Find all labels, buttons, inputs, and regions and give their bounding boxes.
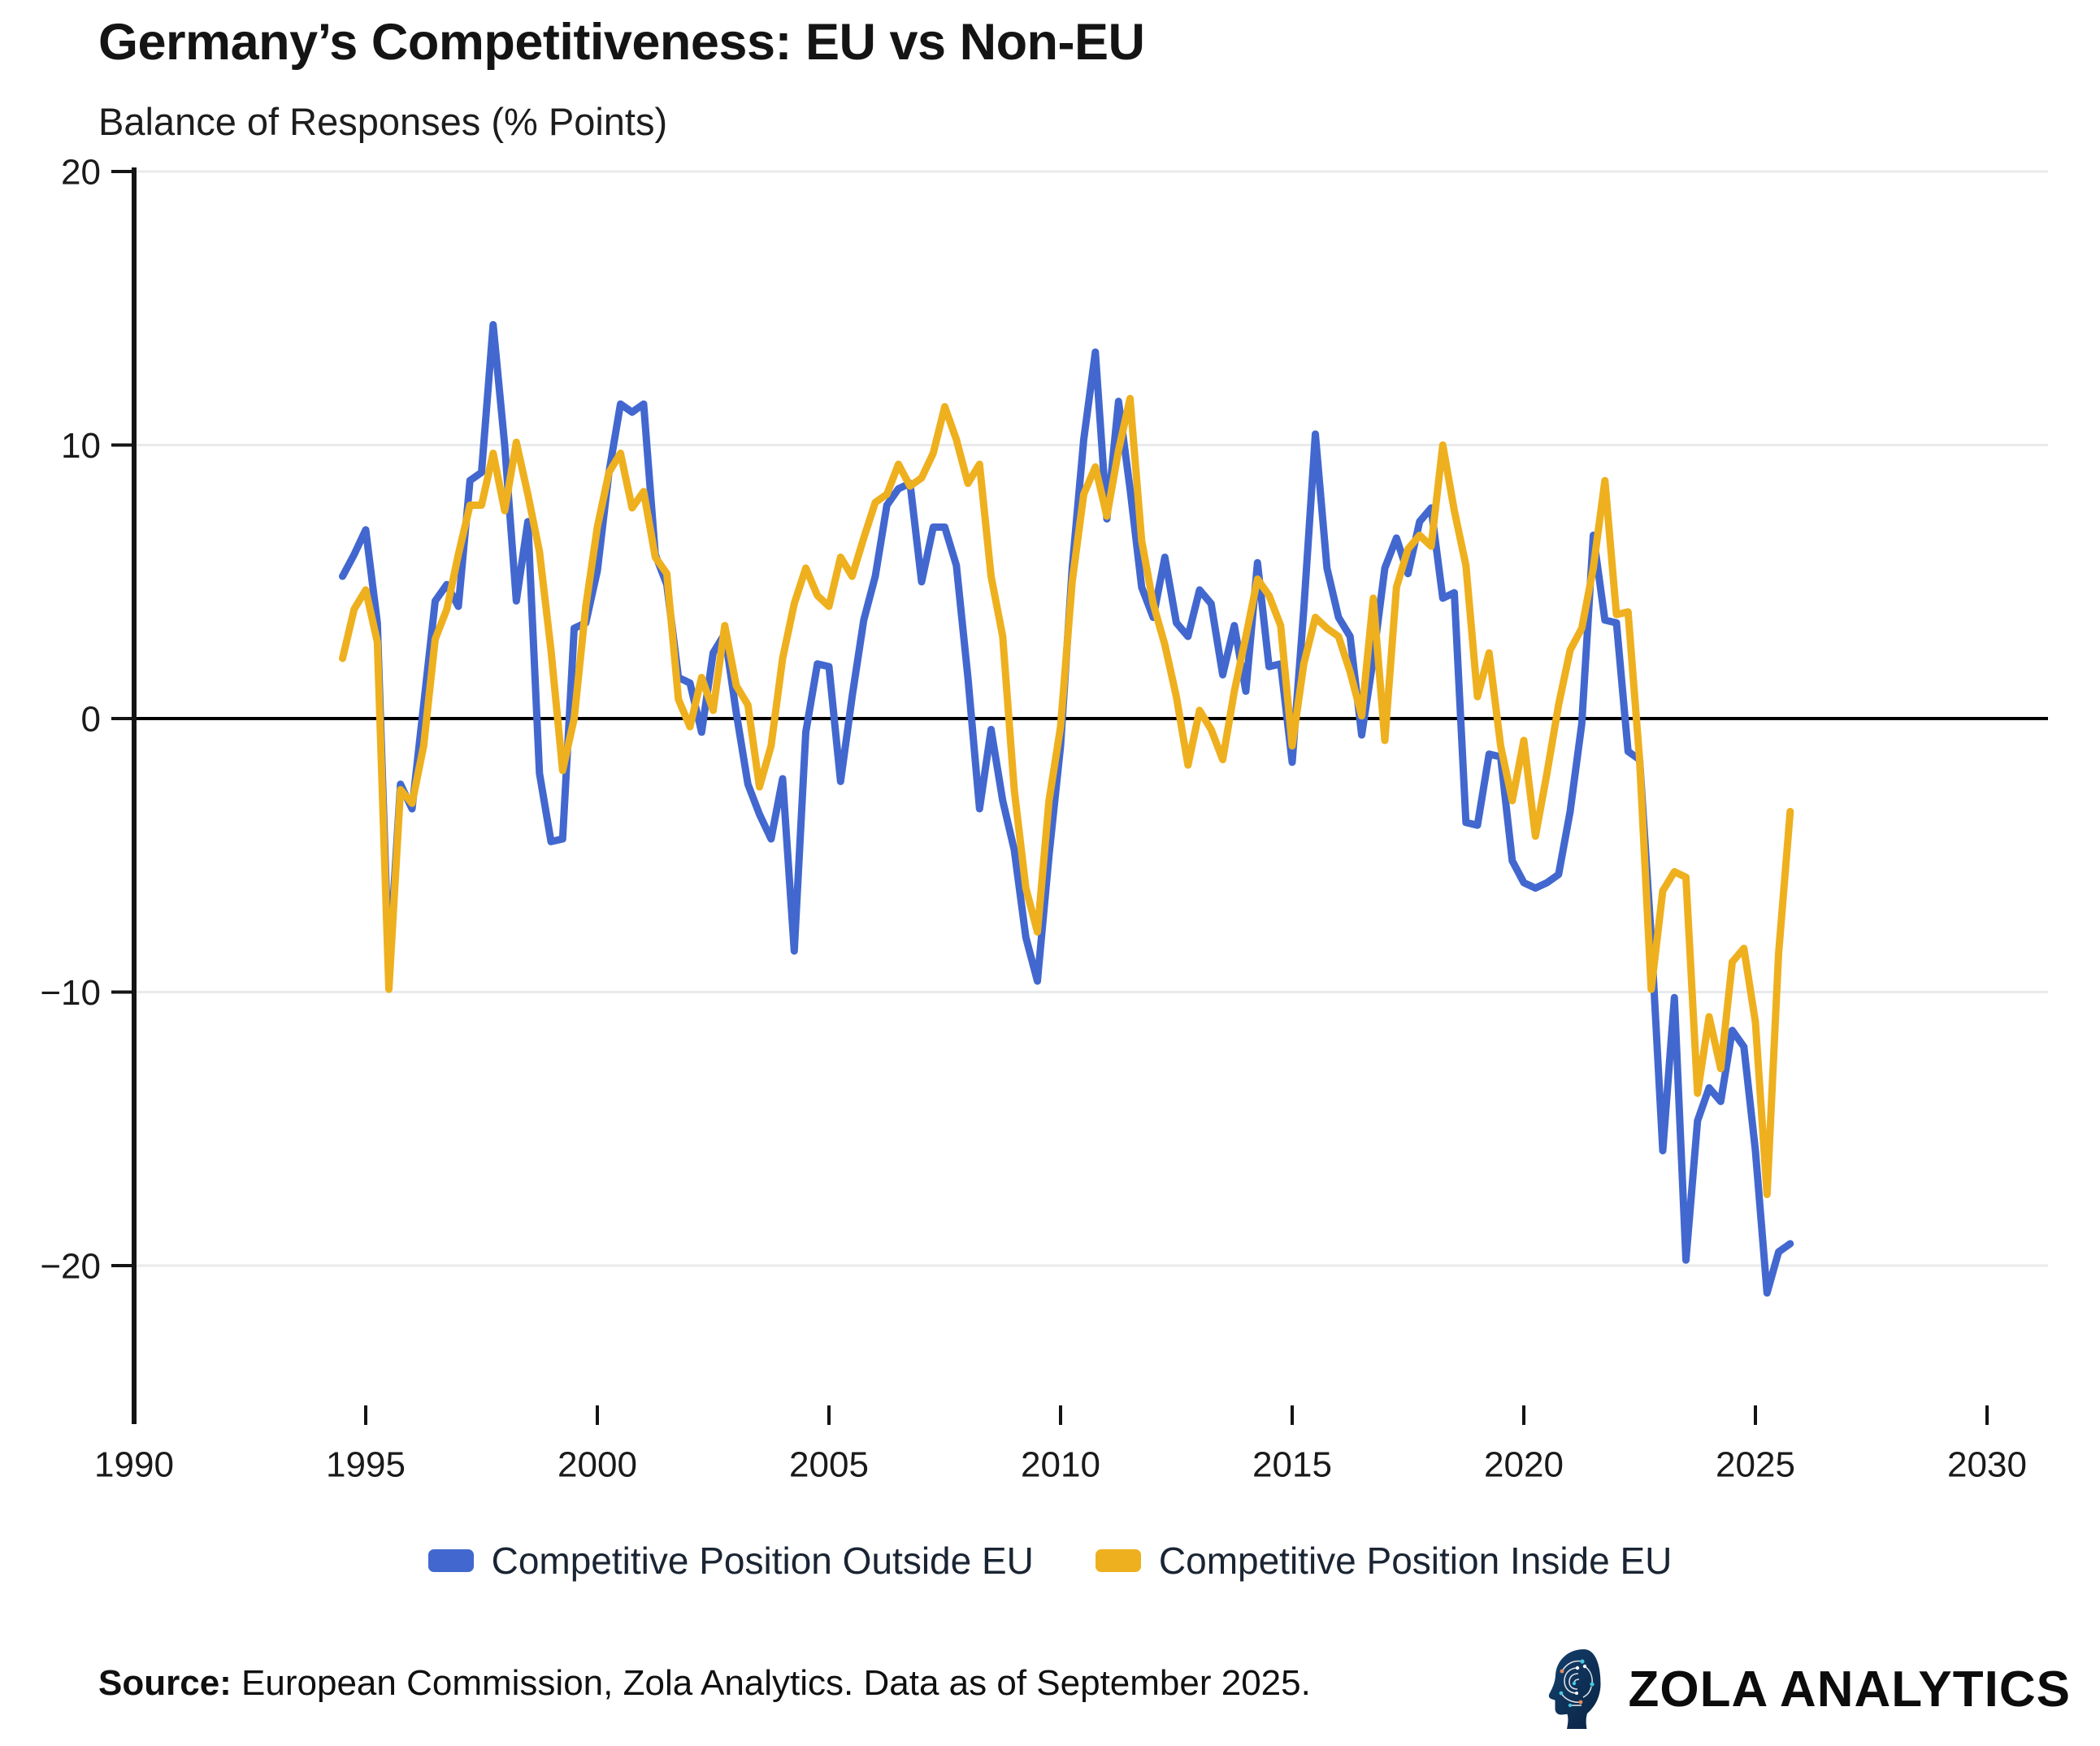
x-tick-label: 1995 — [326, 1445, 406, 1485]
legend-swatch-outside-eu — [427, 1549, 474, 1572]
legend-label-outside-eu: Competitive Position Outside EU — [491, 1540, 1034, 1582]
legend: Competitive Position Outside EU Competit… — [0, 1539, 2100, 1583]
legend-swatch-inside-eu — [1095, 1549, 1141, 1572]
y-tick-label: −10 — [40, 973, 101, 1013]
source-note: Source: European Commission, Zola Analyt… — [98, 1663, 1311, 1704]
series-line-outside-eu — [339, 320, 1794, 1297]
x-tick-label: 2030 — [1947, 1445, 2027, 1485]
x-tick-label: 2020 — [1484, 1445, 1564, 1485]
x-tick-label: 2010 — [1021, 1445, 1100, 1485]
x-tick-label: 1990 — [94, 1445, 174, 1485]
legend-item-outside-eu: Competitive Position Outside EU — [427, 1539, 1034, 1583]
y-tick-label: 10 — [61, 426, 101, 466]
brand-name: ZOLA ANALYTICS — [1628, 1661, 2071, 1718]
series-line-inside-eu — [339, 394, 1794, 1198]
source-text: European Commission, Zola Analytics. Dat… — [231, 1663, 1311, 1703]
page-title: Germany’s Competitiveness: EU vs Non-EU — [98, 14, 1145, 71]
source-label: Source: — [98, 1663, 232, 1703]
brand-logo: ZOLA ANALYTICS — [1547, 1648, 2071, 1730]
y-tick-label: 0 — [81, 699, 101, 739]
brain-head-icon — [1548, 1649, 1601, 1729]
legend-label-inside-eu: Competitive Position Inside EU — [1158, 1540, 1673, 1582]
x-tick-label: 2025 — [1716, 1445, 1795, 1485]
x-tick-label: 2015 — [1252, 1445, 1332, 1485]
legend-item-inside-eu: Competitive Position Inside EU — [1095, 1539, 1673, 1583]
y-tick-label: −20 — [40, 1246, 101, 1286]
y-tick-label: 20 — [61, 152, 101, 192]
circuit-nodes — [1559, 1659, 1595, 1708]
x-tick-label: 2005 — [789, 1445, 869, 1485]
page-subtitle: Balance of Responses (% Points) — [98, 100, 668, 143]
x-tick-label: 2000 — [558, 1445, 637, 1485]
